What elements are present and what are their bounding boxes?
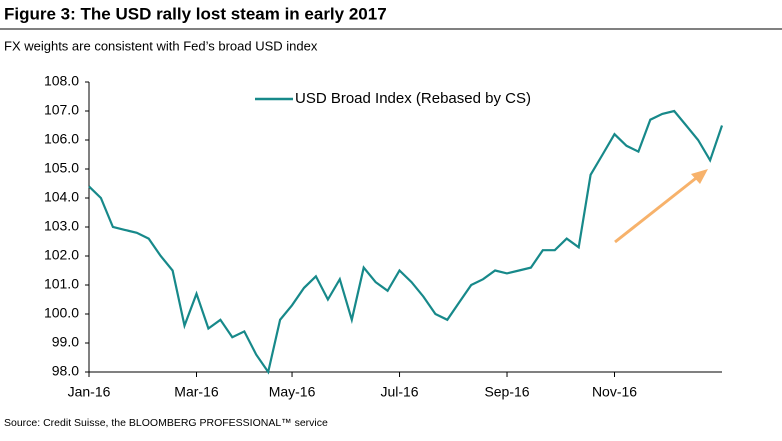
- y-tick-label: 100.0: [44, 305, 79, 321]
- annotation-arrowhead: [691, 169, 708, 184]
- y-tick-label: 108.0: [44, 73, 79, 89]
- x-tick-label: May-16: [269, 384, 316, 400]
- x-tick-label: Sep-16: [484, 384, 529, 400]
- annotation-arrow: [614, 173, 701, 244]
- y-tick-label: 107.0: [44, 102, 79, 118]
- source: Source: Credit Suisse, the BLOOMBERG PRO…: [4, 417, 328, 429]
- chart-title: Figure 3: The USD rally lost steam in ea…: [4, 4, 387, 23]
- y-tick-label: 101.0: [44, 276, 79, 292]
- legend-label: USD Broad Index (Rebased by CS): [295, 90, 531, 107]
- x-tick-label: Nov-16: [592, 384, 637, 400]
- y-tick-label: 105.0: [44, 160, 79, 176]
- y-tick-label: 102.0: [44, 247, 79, 263]
- y-tick-label: 98.0: [52, 363, 79, 379]
- data-line: [88, 109, 724, 375]
- y-tick-label: 103.0: [44, 218, 79, 234]
- subtitle: FX weights are consistent with Fed’s bro…: [4, 38, 318, 53]
- y-tick-label: 104.0: [44, 189, 79, 205]
- x-tick-label: Jul-16: [380, 384, 418, 400]
- y-tick-label: 106.0: [44, 131, 79, 147]
- y-tick-label: 99.0: [52, 334, 79, 350]
- x-tick-label: Mar-16: [174, 384, 219, 400]
- x-tick-label: Jan-16: [68, 384, 111, 400]
